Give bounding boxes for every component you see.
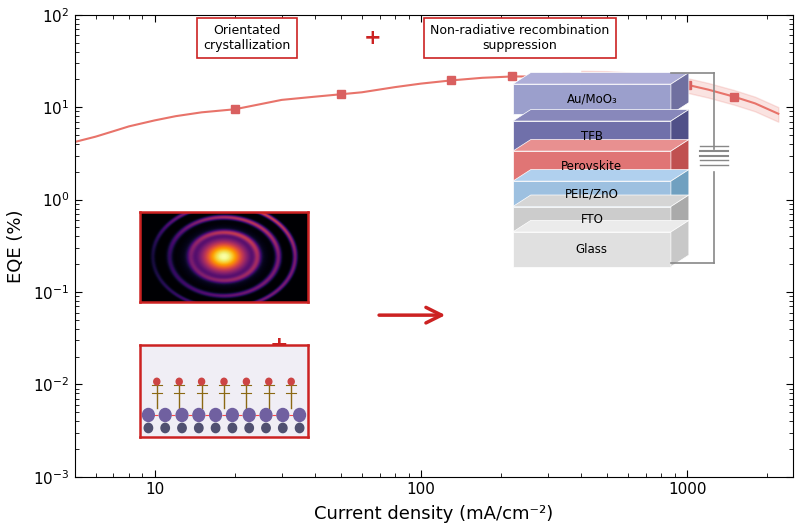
Circle shape [260, 409, 272, 421]
Circle shape [198, 378, 205, 385]
Circle shape [245, 423, 254, 432]
Text: Non-radiative recombination
suppression: Non-radiative recombination suppression [430, 24, 610, 52]
Polygon shape [671, 220, 689, 267]
Polygon shape [513, 110, 689, 121]
Polygon shape [671, 73, 689, 114]
Polygon shape [671, 139, 689, 181]
Polygon shape [671, 195, 689, 232]
Polygon shape [513, 195, 689, 207]
Polygon shape [513, 232, 671, 267]
Circle shape [221, 378, 227, 385]
X-axis label: Current density (mA/cm⁻²): Current density (mA/cm⁻²) [314, 505, 554, 523]
Text: Perovskite: Perovskite [562, 160, 622, 173]
Circle shape [161, 423, 170, 432]
Polygon shape [513, 139, 689, 151]
Polygon shape [513, 170, 689, 181]
Circle shape [288, 378, 294, 385]
Text: +: + [270, 335, 289, 355]
Polygon shape [513, 73, 689, 84]
Circle shape [262, 423, 270, 432]
Circle shape [144, 423, 153, 432]
Text: FTO: FTO [581, 213, 603, 226]
Circle shape [178, 423, 186, 432]
Text: PEIE/ZnO: PEIE/ZnO [565, 187, 619, 200]
Circle shape [243, 409, 255, 421]
Text: TFB: TFB [581, 130, 603, 143]
Polygon shape [671, 110, 689, 151]
Circle shape [176, 378, 182, 385]
Circle shape [154, 378, 160, 385]
Polygon shape [513, 151, 671, 181]
Circle shape [226, 409, 238, 421]
Circle shape [228, 423, 237, 432]
Circle shape [243, 378, 250, 385]
Text: Glass: Glass [576, 243, 608, 256]
Circle shape [295, 423, 304, 432]
Circle shape [176, 409, 188, 421]
Polygon shape [513, 220, 689, 232]
Circle shape [210, 409, 222, 421]
Text: Au/MoO₃: Au/MoO₃ [566, 93, 618, 105]
Polygon shape [513, 181, 671, 207]
Polygon shape [513, 121, 671, 151]
Text: Orientated
crystallization: Orientated crystallization [203, 24, 290, 52]
Circle shape [266, 378, 272, 385]
Circle shape [142, 409, 154, 421]
Polygon shape [513, 84, 671, 114]
Circle shape [294, 409, 306, 421]
Circle shape [278, 423, 287, 432]
Circle shape [277, 409, 289, 421]
Circle shape [194, 423, 203, 432]
Polygon shape [513, 207, 671, 232]
Text: +: + [364, 28, 382, 48]
Y-axis label: EQE (%): EQE (%) [7, 209, 25, 282]
Circle shape [159, 409, 171, 421]
Circle shape [193, 409, 205, 421]
Circle shape [211, 423, 220, 432]
Polygon shape [671, 170, 689, 207]
